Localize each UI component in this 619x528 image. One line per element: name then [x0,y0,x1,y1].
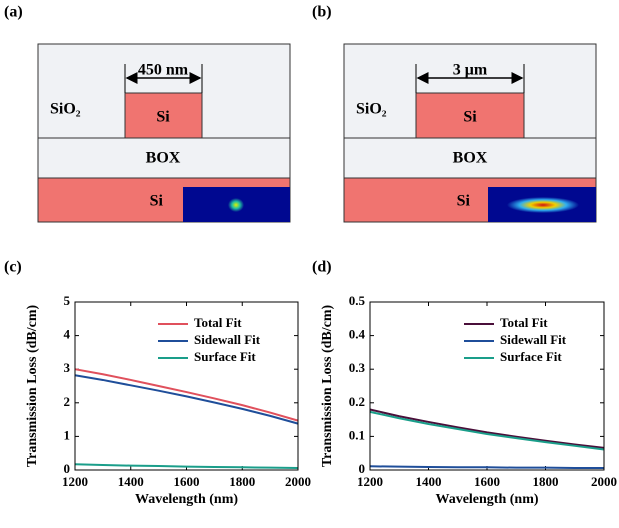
chart: 0 0.1 0.2 0.3 0.4 0.5 1200 1400 1600 1800 2000 Wave… [320,293,617,507]
x-axis-label: Wavelength (nm) [435,492,538,507]
legend-label: Surface Fit [194,349,256,364]
data-line [74,374,299,425]
y-tick-label: 3 [64,360,71,375]
cladding-label: SiO₂ [356,101,387,118]
y-tick-label: 0.2 [349,394,365,409]
y-axis-label: Transmission Loss (dB/cm) [320,305,335,468]
core [124,92,203,139]
data-line [74,463,299,469]
panel-label: (d) [312,259,332,276]
legend-label: Sidewall Fit [194,332,261,347]
substrate-label: Si [150,193,164,210]
x-tick-label: 1200 [62,474,88,489]
width-label: 3 μm [453,62,488,79]
y-tick-label: 0.4 [349,327,366,342]
mode-spot [507,197,579,213]
y-tick-label: 0.5 [349,293,366,308]
y-tick-label: 4 [64,327,71,342]
legend-label: Total Fit [500,315,548,330]
box-label: BOX [146,150,181,167]
x-tick-label: 1200 [357,474,383,489]
x-tick-label: 2000 [591,474,617,489]
y-tick-label: 0 [359,461,366,476]
y-axis-label: Transmission Loss (dB/cm) [25,305,40,468]
box-label: BOX [453,150,488,167]
y-tick-label: 2 [64,394,71,409]
panel-label: (a) [4,4,23,21]
box-layer [37,137,291,179]
y-tick-label: 0 [64,461,71,476]
chart: 0 1 2 3 4 5 1200 1400 1600 1800 2000 Wavelength (nm… [25,293,311,507]
panel-label: (c) [4,259,22,276]
core-label: Si [463,109,477,126]
legend-label: Total Fit [194,315,242,330]
x-axis-label: Wavelength (nm) [135,492,238,507]
mode-spot [228,198,244,212]
x-tick-label: 1800 [229,474,255,489]
y-tick-label: 5 [64,293,71,308]
x-tick-label: 1400 [118,474,144,489]
legend-label: Surface Fit [500,349,562,364]
axes-frame [74,301,299,471]
cladding-label: SiO₂ [50,101,81,118]
core [415,92,525,139]
x-tick-label: 1600 [174,474,200,489]
x-tick-label: 1600 [474,474,500,489]
data-line [369,408,605,449]
y-tick-label: 0.1 [349,427,365,442]
y-tick-label: 1 [64,427,71,442]
panel-label: (b) [312,4,332,21]
x-tick-label: 1400 [416,474,442,489]
y-tick-label: 0.3 [349,360,366,375]
legend-label: Sidewall Fit [500,332,567,347]
substrate-label: Si [457,193,471,210]
box-layer [343,137,597,179]
diagram-b: 3 μm SiO₂ Si BOX Si [343,43,597,223]
data-line [369,410,605,451]
x-tick-label: 2000 [285,474,311,489]
data-line [74,368,299,422]
core-label: Si [156,109,170,126]
axes-frame [369,301,605,471]
data-line [369,465,604,469]
width-label: 450 nm [138,62,189,79]
x-tick-label: 1800 [533,474,559,489]
diagram-a: 450 nm SiO₂ Si BOX Si [37,43,291,223]
